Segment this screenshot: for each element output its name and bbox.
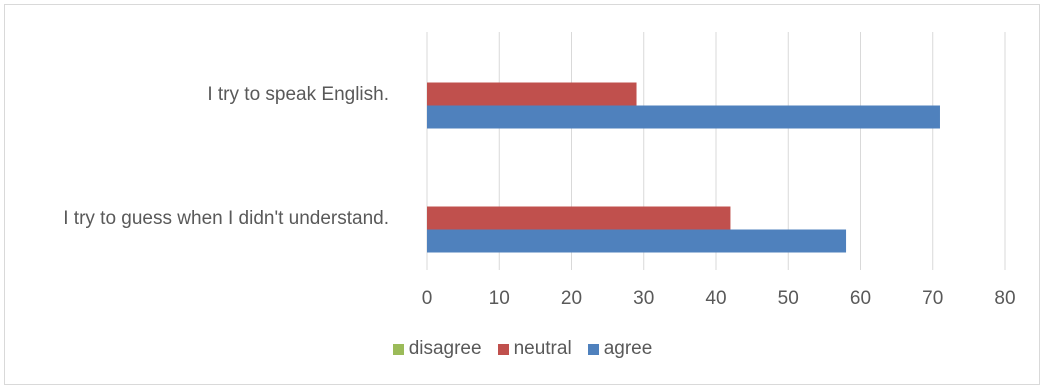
legend-item-neutral: neutral — [497, 338, 572, 360]
legend-item-disagree: disagree — [392, 338, 482, 360]
category-label: I try to guess when I didn't understand. — [63, 208, 389, 229]
bar-neutral-0 — [427, 82, 637, 106]
x-tick-label-10: 10 — [489, 288, 510, 309]
x-tick-label-50: 50 — [778, 288, 799, 309]
x-tick-label-80: 80 — [994, 288, 1015, 309]
legend-swatch — [392, 343, 404, 355]
bar-agree-1 — [427, 229, 847, 253]
category-label: I try to speak English. — [207, 84, 389, 105]
x-tick-label-30: 30 — [633, 288, 654, 309]
x-tick-label-0: 0 — [422, 288, 433, 309]
legend-label: disagree — [408, 338, 482, 359]
legend-item-agree: agree — [587, 338, 653, 360]
x-tick-label-70: 70 — [922, 288, 943, 309]
bar-agree-0 — [427, 105, 940, 129]
legend-label: neutral — [513, 338, 572, 359]
bar-neutral-1 — [427, 206, 731, 230]
x-tick-label-60: 60 — [850, 288, 871, 309]
x-tick-label-20: 20 — [561, 288, 582, 309]
legend-label: agree — [603, 338, 653, 359]
x-tick-label-40: 40 — [705, 288, 726, 309]
legend-swatch — [587, 343, 599, 355]
legend-swatch — [497, 343, 509, 355]
legend: disagree neutral agree — [0, 338, 1045, 360]
chart-frame — [4, 4, 1040, 385]
